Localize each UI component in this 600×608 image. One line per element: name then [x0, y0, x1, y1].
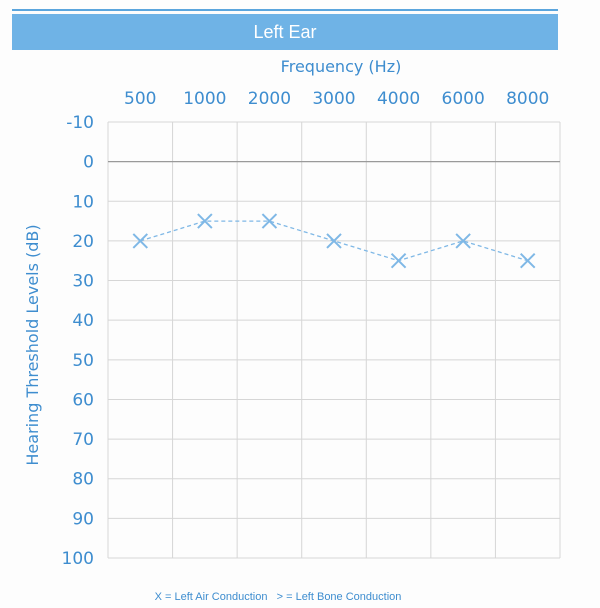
marker-stroke	[326, 233, 342, 249]
x-tick-label: 2000	[248, 89, 291, 109]
y-tick-label: 20	[72, 232, 94, 252]
legend: X = Left Air Conduction > = Left Bone Co…	[155, 591, 402, 603]
y-tick-label: 60	[72, 390, 94, 410]
series-layer	[132, 213, 536, 269]
marker-stroke	[520, 253, 536, 269]
y-tick-label: 90	[72, 509, 94, 529]
x-tick-label: 3000	[312, 89, 355, 109]
data-point-x-marker	[326, 233, 342, 249]
data-point-x-marker	[197, 213, 213, 229]
y-tick-label: 80	[72, 470, 94, 490]
y-tick-label: -10	[66, 113, 94, 133]
data-point-x-marker	[455, 233, 471, 249]
y-tick-label: 10	[72, 192, 94, 212]
x-tick-label: 4000	[377, 89, 420, 109]
marker-stroke	[132, 233, 148, 249]
x-tick-label: 1000	[183, 89, 226, 109]
y-tick-label: 100	[62, 549, 94, 569]
marker-stroke	[261, 213, 278, 229]
y-tick-label: 30	[72, 272, 94, 292]
data-point-x-marker	[261, 213, 278, 229]
marker-stroke	[197, 213, 213, 229]
data-point-x-marker	[520, 253, 536, 269]
y-tick-label: 0	[83, 153, 94, 173]
x-axis-title: Frequency (Hz)	[281, 57, 402, 76]
marker-stroke	[455, 233, 471, 249]
data-point-x-marker	[390, 253, 407, 269]
data-point-x-marker	[132, 233, 148, 249]
title-top-rule	[12, 9, 558, 11]
chart-title-band: Left Ear	[12, 14, 558, 50]
chart-title: Left Ear	[253, 21, 317, 42]
x-tick-label: 6000	[442, 89, 485, 109]
x-tick-label: 8000	[506, 89, 549, 109]
tick-layer: -10 0 10 20 30 40 50 60 70 80 90 100 500 1000 2000 3000…	[62, 89, 550, 569]
grid-layer	[107, 121, 561, 559]
marker-stroke	[390, 253, 407, 269]
y-tick-label: 50	[72, 351, 94, 371]
y-tick-label: 70	[72, 430, 94, 450]
y-axis-title: Hearing Threshold Levels (dB)	[23, 224, 42, 465]
x-tick-label: 500	[124, 89, 156, 109]
y-tick-label: 40	[72, 311, 94, 331]
